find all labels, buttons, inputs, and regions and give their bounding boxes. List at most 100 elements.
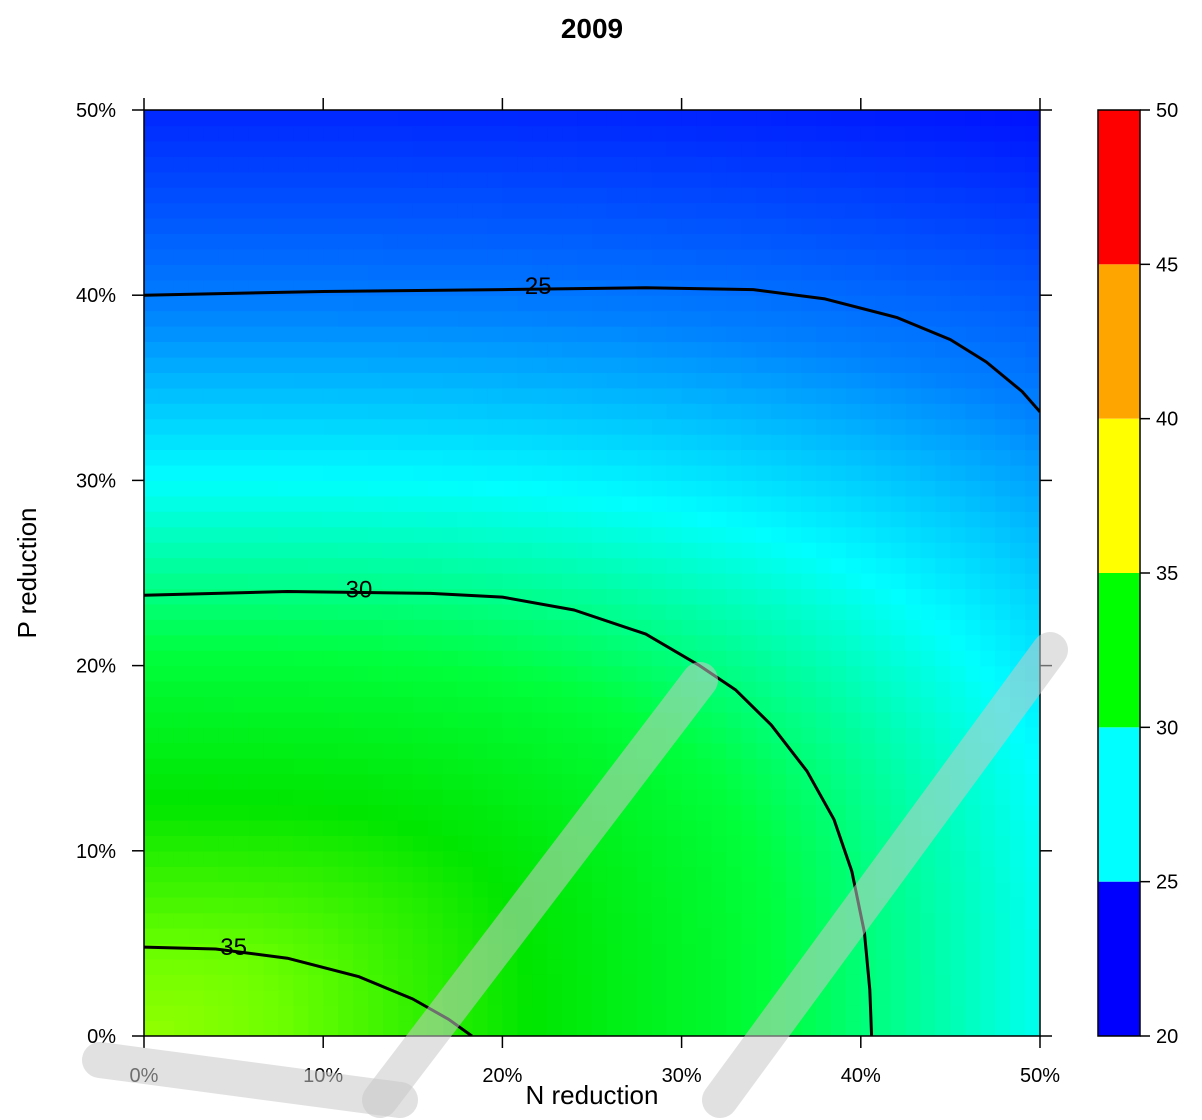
heat-cell	[816, 897, 832, 914]
heat-cell	[741, 156, 757, 173]
heat-cell	[756, 233, 772, 250]
heat-cell	[1010, 1005, 1026, 1022]
heat-cell	[532, 418, 548, 435]
heat-cell	[278, 927, 294, 944]
heat-cell	[965, 248, 981, 265]
heat-cell	[950, 958, 966, 975]
heat-cell	[397, 110, 414, 127]
heat-cell	[248, 943, 265, 960]
heat-cell	[158, 156, 175, 173]
heat-cell	[801, 125, 817, 142]
heat-cell	[158, 789, 175, 806]
heat-cell	[875, 449, 892, 466]
heat-cell	[860, 480, 877, 497]
heat-cell	[950, 681, 966, 698]
heat-cell	[338, 279, 354, 296]
heat-cell	[950, 588, 966, 605]
heat-cell	[606, 897, 623, 914]
heat-cell	[218, 619, 235, 636]
heat-cell	[920, 356, 937, 373]
heat-cell	[532, 634, 548, 651]
heat-cell	[1025, 789, 1040, 806]
heat-cell	[412, 835, 429, 852]
heat-cell	[338, 295, 354, 312]
heat-cell	[308, 573, 324, 590]
heat-cell	[517, 696, 533, 713]
heat-cell	[562, 650, 578, 667]
heat-cell	[248, 387, 265, 404]
heat-cell	[457, 711, 474, 728]
heat-cell	[203, 1020, 220, 1036]
heat-cell	[950, 665, 966, 682]
heat-cell	[830, 634, 847, 651]
heat-cell	[517, 156, 533, 173]
heat-cell	[368, 156, 384, 173]
heat-cell	[472, 310, 489, 327]
heat-cell	[741, 773, 757, 790]
heat-cell	[278, 557, 294, 574]
heat-cell	[517, 356, 533, 373]
heat-cell	[158, 804, 175, 821]
heat-cell	[830, 619, 847, 636]
heat-cell	[890, 403, 907, 420]
heat-cell	[696, 989, 713, 1006]
heat-cell	[442, 742, 459, 759]
heat-cell	[965, 619, 981, 636]
heat-cell	[845, 603, 862, 620]
heat-cell	[965, 403, 981, 420]
heat-cell	[144, 897, 160, 914]
heat-cell	[995, 989, 1011, 1006]
heat-cell	[741, 464, 757, 481]
heat-cell	[636, 1005, 653, 1022]
heat-cell	[950, 110, 966, 127]
heat-cell	[457, 341, 474, 358]
heat-cell	[651, 789, 668, 806]
heat-cell	[412, 927, 429, 944]
heat-cell	[890, 758, 907, 775]
heat-cell	[188, 156, 205, 173]
heat-cell	[1025, 1020, 1040, 1036]
heat-cell	[158, 526, 175, 543]
heat-cell	[980, 418, 996, 435]
colorbar-tick-label: 20	[1156, 1026, 1178, 1048]
heat-cell	[696, 773, 713, 790]
heat-cell	[786, 372, 802, 389]
heat-cell	[965, 974, 981, 991]
heat-cell	[323, 480, 339, 497]
heat-cell	[263, 711, 279, 728]
heat-cell	[606, 835, 623, 852]
heat-cell	[845, 634, 862, 651]
heat-cell	[412, 634, 429, 651]
heat-cell	[397, 742, 414, 759]
heat-cell	[980, 187, 996, 204]
heat-cell	[412, 403, 429, 420]
heat-cell	[771, 233, 787, 250]
heat-cell	[830, 681, 847, 698]
heat-cell	[397, 140, 414, 157]
heat-cell	[681, 1020, 698, 1036]
heat-cell	[278, 573, 294, 590]
heat-cell	[233, 850, 250, 867]
heat-cell	[606, 495, 623, 512]
heat-cell	[173, 1005, 190, 1022]
heat-cell	[935, 310, 951, 327]
heat-cell	[218, 681, 235, 698]
heat-cell	[203, 681, 220, 698]
heat-cell	[741, 1005, 757, 1022]
heat-cell	[188, 1005, 205, 1022]
heat-cell	[412, 789, 429, 806]
heat-cell	[786, 418, 802, 435]
heat-cell	[203, 526, 220, 543]
heat-cell	[397, 835, 414, 852]
heat-cell	[816, 881, 832, 898]
heat-cell	[188, 125, 205, 142]
heat-cell	[323, 773, 339, 790]
heat-cell	[502, 464, 518, 481]
heat-cell	[651, 804, 668, 821]
heat-cell	[950, 434, 966, 451]
heat-cell	[801, 711, 817, 728]
heat-cell	[1010, 511, 1026, 528]
heat-cell	[248, 511, 265, 528]
heat-cell	[771, 480, 787, 497]
heat-cell	[666, 356, 683, 373]
